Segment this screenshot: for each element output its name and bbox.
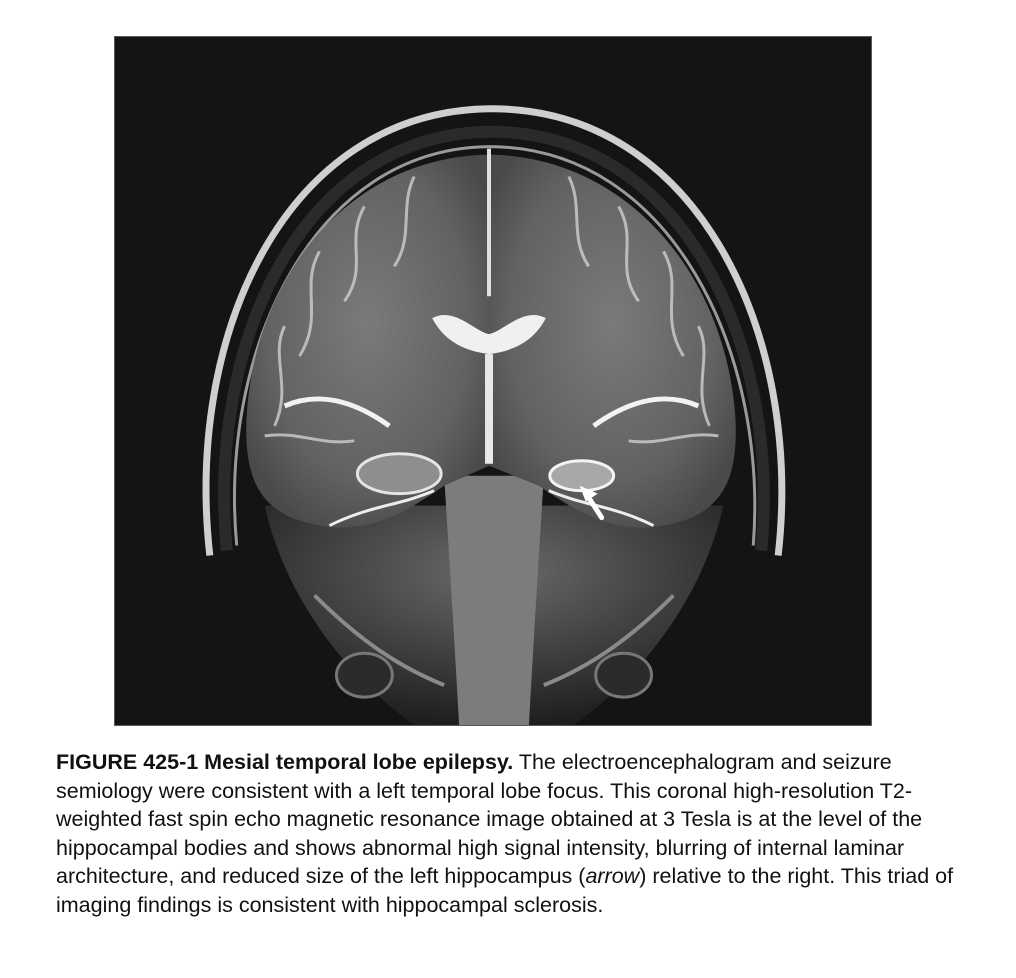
caption-italic-arrow: arrow <box>585 864 640 889</box>
figure-caption: FIGURE 425-1 Mesial temporal lobe epilep… <box>56 748 956 920</box>
figure-title: Mesial temporal lobe epilepsy. <box>204 750 514 774</box>
mri-brain-coronal-icon <box>115 37 871 725</box>
caption-text-part-2: ) relative to the right. This triad of i… <box>56 864 954 917</box>
mri-figure-image <box>114 36 872 726</box>
figure-label: FIGURE 425-1 <box>56 750 199 774</box>
caption-text-part-1: The electroencephalogram and seizure sem… <box>56 750 923 889</box>
